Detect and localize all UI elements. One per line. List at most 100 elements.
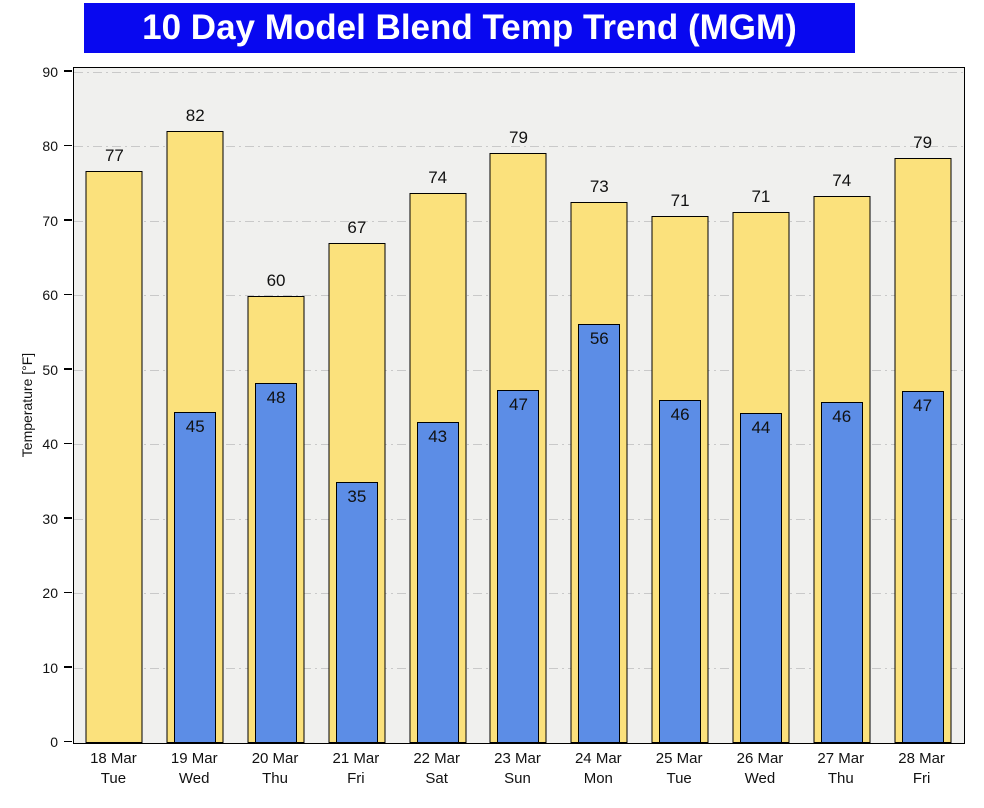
x-tick-date: 19 Mar [170,750,218,767]
x-tick-day: Tue [666,770,692,787]
bar-group: 60 48 [236,68,317,743]
y-tick-label: 90 [42,63,58,80]
x-tick-day: Sun [504,770,531,787]
x-tick-label: 19 Mar Wed [149,749,239,789]
bar-group: 74 46 [801,68,882,743]
low-bar [255,383,298,743]
bar-group: 74 43 [397,68,478,743]
low-bar [497,390,540,743]
bar-group: 71 46 [640,68,721,743]
x-tick-date: 18 Mar [90,750,137,767]
y-tick-label: 0 [50,734,58,750]
high-value-label: 71 [751,187,771,206]
x-tick-date: 22 Mar [413,750,461,767]
x-tick-date: 24 Mar [574,750,622,767]
high-value-label: 74 [428,168,448,188]
x-tick-day: Wed [178,770,210,787]
high-value-label: 71 [670,191,690,211]
x-tick-day: Thu [262,770,288,787]
gridline [74,71,964,73]
y-tick-mark [64,517,72,519]
y-tick-label: 40 [42,436,58,453]
low-value-label: 46 [832,406,852,426]
x-tick-day: Wed [744,770,776,787]
chart-title-banner: 10 Day Model Blend Temp Trend (MGM) [84,3,855,53]
x-tick-date: 23 Mar [494,750,541,767]
y-tick-mark [64,70,72,72]
low-value-label: 48 [266,388,286,408]
x-tick-label: 28 Mar Fri [877,749,967,789]
x-tick-label: 20 Mar Thu [230,749,320,789]
bar-group: 73 56 [559,68,640,743]
bar-group: 77 [74,68,155,743]
y-tick-mark [64,591,72,594]
high-value-label: 60 [266,271,286,291]
low-bar [739,413,782,743]
bar-group: 79 47 [882,68,963,743]
low-value-label: 44 [751,418,771,438]
low-bar [174,411,217,743]
y-tick-label: 60 [42,287,58,304]
low-bar [578,323,621,743]
x-tick-label: 23 Mar Sun [473,749,563,789]
gridline [74,146,964,148]
high-value-label: 73 [589,177,609,197]
x-tick-label: 25 Mar Tue [634,749,724,789]
y-tick-label: 80 [42,138,58,155]
high-value-label: 82 [185,105,205,125]
x-tick-date: 28 Mar [898,750,945,767]
plot-area: 77 82 45 60 48 67 35 74 43 79 47 73 56 71 46 71 44 74 46 79… [73,67,965,744]
low-value-label: 56 [589,328,609,348]
x-tick-date: 21 Mar [332,750,380,767]
y-tick-mark [64,666,72,668]
x-tick-day: Thu [827,770,854,787]
bar-group: 79 47 [478,68,559,743]
chart-title: 10 Day Model Blend Temp Trend (MGM) [142,8,797,47]
y-tick-mark [64,368,72,370]
x-tick-label: 24 Mar Mon [553,749,643,789]
x-tick-label: 22 Mar Sat [392,749,482,789]
y-tick-mark [64,740,72,742]
x-tick-day: Mon [583,770,613,787]
x-tick-day: Fri [912,770,931,787]
bar-group: 82 45 [155,68,236,743]
low-value-label: 43 [428,427,448,447]
low-bar [820,401,863,743]
high-value-label: 79 [913,132,933,152]
high-value-label: 74 [832,170,852,190]
x-tick-day: Fri [347,770,365,787]
y-tick-mark [64,144,72,147]
y-tick-mark [64,293,72,296]
x-tick-day: Sat [425,770,448,787]
high-value-label: 79 [509,128,528,148]
high-bar [85,171,143,743]
y-tick-label: 30 [42,510,58,527]
x-tick-date: 25 Mar [655,750,703,767]
high-value-label: 67 [347,217,367,237]
y-tick-label: 70 [42,212,58,229]
low-bar [335,482,378,743]
y-tick-mark [64,442,72,445]
low-bar [901,390,944,743]
high-value-label: 77 [104,146,124,166]
bar-group: 67 35 [316,68,397,743]
y-tick-label: 50 [42,361,58,378]
low-value-label: 47 [913,395,933,415]
x-tick-date: 26 Mar [736,750,784,767]
x-tick-label: 18 Mar Tue [68,749,158,789]
y-tick-label: 20 [42,585,58,602]
x-tick-date: 20 Mar [251,750,299,767]
low-value-label: 35 [347,487,367,507]
x-tick-day: Tue [100,770,127,787]
low-value-label: 47 [509,395,528,414]
y-tick-label: 10 [42,659,58,676]
x-tick-label: 27 Mar Thu [796,749,886,789]
low-value-label: 45 [185,416,205,436]
bar-group: 71 44 [721,68,802,743]
y-tick-mark [64,219,72,221]
low-value-label: 46 [670,404,690,424]
low-bar [659,399,702,743]
x-tick-label: 21 Mar Fri [311,749,401,789]
low-bar [416,422,459,743]
